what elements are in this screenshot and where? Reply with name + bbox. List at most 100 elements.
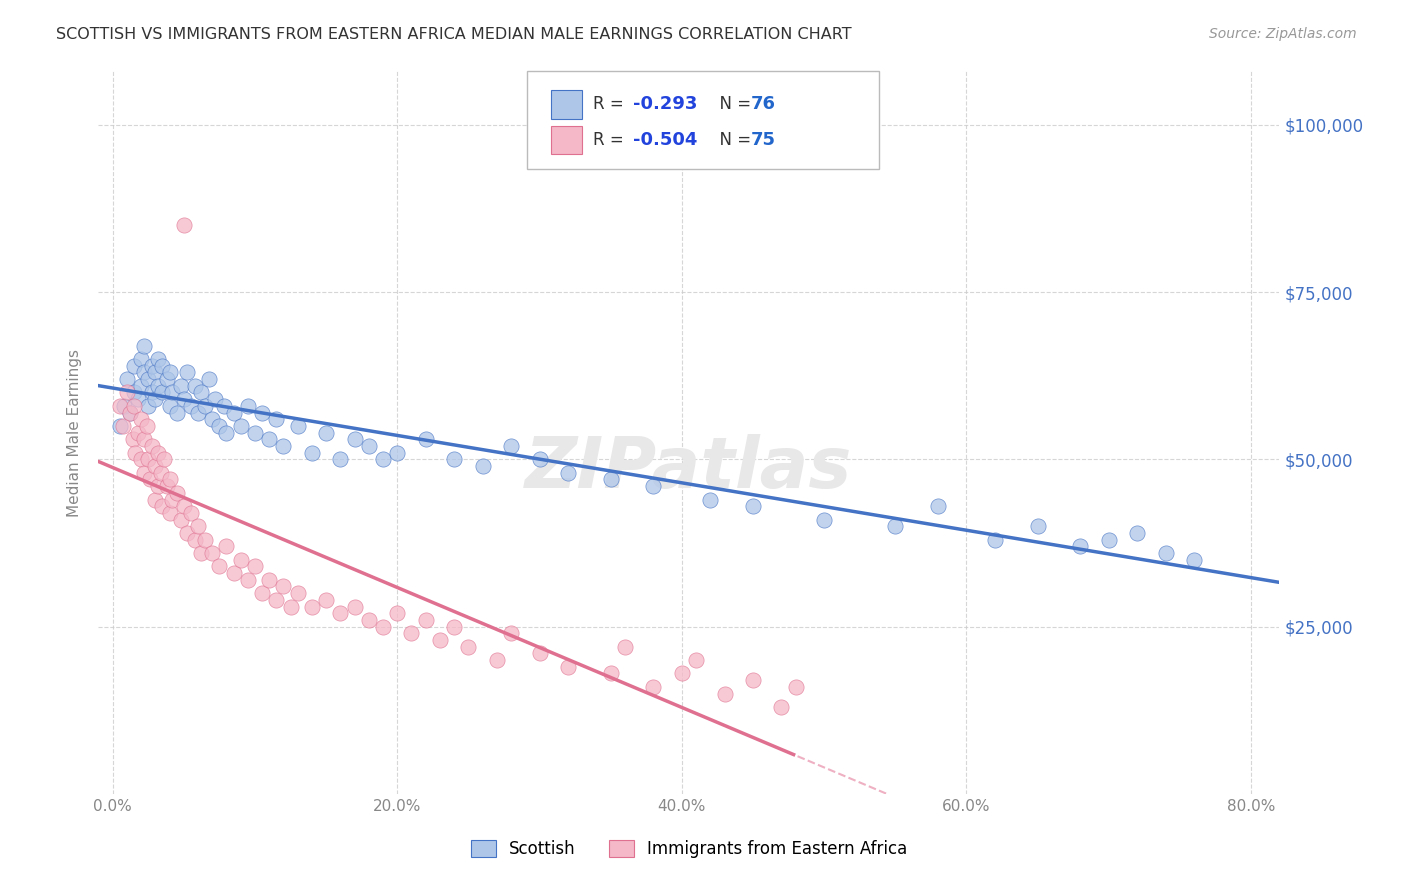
- Point: [132, 466, 155, 480]
- Point: [204, 392, 226, 407]
- Point: [129, 378, 152, 392]
- Point: [162, 385, 184, 400]
- Point: [215, 539, 238, 553]
- Point: [156, 479, 179, 493]
- Point: [201, 412, 224, 426]
- Point: [415, 613, 437, 627]
- Point: [343, 433, 366, 447]
- Point: [280, 599, 302, 614]
- Point: [222, 405, 245, 420]
- Point: [471, 458, 494, 473]
- Point: [201, 546, 224, 560]
- Point: [699, 492, 721, 507]
- Point: [153, 452, 176, 467]
- Point: [443, 452, 465, 467]
- Point: [127, 392, 149, 407]
- Point: [194, 533, 217, 547]
- Point: [713, 687, 735, 701]
- Text: SCOTTISH VS IMMIGRANTS FROM EASTERN AFRICA MEDIAN MALE EARNINGS CORRELATION CHAR: SCOTTISH VS IMMIGRANTS FROM EASTERN AFRI…: [56, 27, 852, 42]
- Point: [112, 399, 135, 413]
- Point: [599, 473, 621, 487]
- Point: [529, 452, 551, 467]
- Point: [813, 512, 835, 526]
- Text: 76: 76: [751, 95, 776, 113]
- Point: [141, 385, 163, 400]
- Point: [984, 533, 1007, 547]
- Point: [387, 446, 409, 460]
- Point: [257, 573, 280, 587]
- Point: [190, 546, 212, 560]
- Point: [643, 479, 665, 493]
- Point: [529, 646, 551, 660]
- Point: [118, 405, 141, 420]
- Point: [173, 392, 195, 407]
- Point: [401, 626, 423, 640]
- Point: [613, 640, 636, 654]
- Point: [187, 519, 209, 533]
- Point: [148, 352, 170, 367]
- Point: [150, 466, 173, 480]
- Point: [159, 366, 181, 380]
- Point: [208, 419, 231, 434]
- Y-axis label: Median Male Earnings: Median Male Earnings: [67, 349, 83, 516]
- Point: [127, 425, 149, 440]
- Point: [136, 399, 159, 413]
- Point: [1154, 546, 1177, 560]
- Point: [415, 433, 437, 447]
- Point: [194, 399, 217, 413]
- Point: [152, 359, 174, 373]
- Point: [148, 479, 170, 493]
- Point: [187, 405, 209, 420]
- Point: [287, 586, 309, 600]
- Point: [198, 372, 221, 386]
- Point: [122, 385, 145, 400]
- Point: [927, 500, 949, 514]
- Point: [770, 699, 793, 714]
- Point: [387, 607, 409, 621]
- Point: [229, 419, 252, 434]
- Text: N =: N =: [709, 131, 756, 149]
- Point: [1098, 533, 1121, 547]
- Point: [250, 405, 273, 420]
- Legend: Scottish, Immigrants from Eastern Africa: Scottish, Immigrants from Eastern Africa: [464, 833, 914, 865]
- Point: [357, 439, 380, 453]
- Point: [118, 405, 141, 420]
- Point: [329, 607, 352, 621]
- Point: [1182, 552, 1205, 567]
- Point: [108, 419, 131, 434]
- Point: [176, 366, 198, 380]
- Text: -0.293: -0.293: [633, 95, 697, 113]
- Point: [166, 405, 188, 420]
- Point: [111, 419, 134, 434]
- Point: [287, 419, 309, 434]
- Text: ZIPatlas: ZIPatlas: [526, 434, 852, 503]
- Point: [190, 385, 212, 400]
- Point: [122, 399, 145, 413]
- Point: [159, 399, 181, 413]
- Text: Source: ZipAtlas.com: Source: ZipAtlas.com: [1209, 27, 1357, 41]
- Point: [129, 452, 152, 467]
- Point: [180, 399, 202, 413]
- Point: [180, 506, 202, 520]
- Point: [785, 680, 807, 694]
- Point: [166, 485, 188, 500]
- Point: [124, 446, 146, 460]
- Point: [136, 452, 159, 467]
- Point: [173, 219, 195, 233]
- Point: [236, 399, 259, 413]
- Point: [1126, 526, 1149, 541]
- Point: [208, 559, 231, 574]
- Point: [136, 372, 159, 386]
- Point: [184, 378, 207, 392]
- Point: [236, 573, 259, 587]
- Point: [343, 599, 366, 614]
- Point: [215, 425, 238, 440]
- Point: [1026, 519, 1049, 533]
- Point: [159, 506, 181, 520]
- Point: [222, 566, 245, 581]
- Point: [557, 466, 579, 480]
- Point: [143, 458, 166, 473]
- Point: [371, 452, 394, 467]
- Point: [266, 412, 288, 426]
- Point: [132, 339, 155, 353]
